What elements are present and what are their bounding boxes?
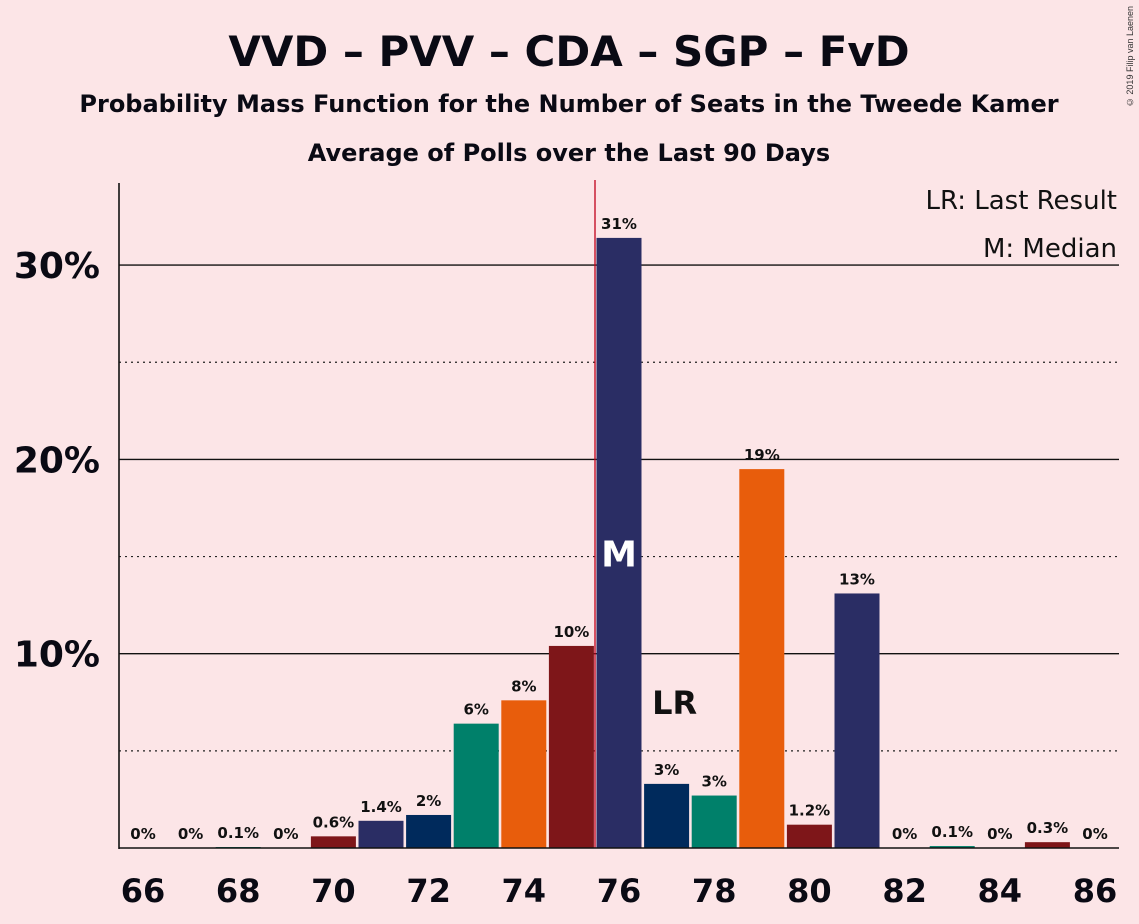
bar-value-label: 6%: [463, 701, 488, 719]
legend-entry: M: Median: [983, 234, 1117, 264]
y-tick-label: 30%: [14, 246, 100, 287]
x-tick-label: 76: [597, 872, 642, 910]
bar-value-label: 0%: [892, 825, 917, 843]
bar-seat-70: [310, 836, 356, 848]
x-tick-label: 78: [692, 872, 737, 910]
bar-seat-77: [644, 783, 690, 848]
bar-value-label: 0.1%: [931, 823, 973, 841]
x-tick-label: 74: [502, 872, 547, 910]
copyright-text: © 2019 Filip van Laenen: [1125, 6, 1135, 108]
bar-value-label: 3%: [654, 761, 679, 779]
bar-value-label: 8%: [511, 677, 536, 695]
bar-value-label: 13%: [839, 570, 875, 588]
x-tick-label: 72: [406, 872, 451, 910]
bar-value-label: 0.3%: [1027, 819, 1069, 837]
bar-seat-83: [929, 846, 975, 848]
bar-value-label: 0%: [987, 825, 1012, 843]
bar-value-label: 1.4%: [360, 798, 402, 816]
bar-seat-76: [596, 237, 642, 848]
bar-seat-72: [406, 814, 452, 848]
x-tick-label: 80: [787, 872, 832, 910]
y-tick-label: 20%: [14, 440, 100, 481]
bar-value-label: 0%: [178, 825, 203, 843]
x-tick-label: 86: [1073, 872, 1118, 910]
bar-seat-81: [834, 593, 880, 848]
legend: LR: Last Result M: Median: [925, 180, 1119, 268]
chart-title: VVD – PVV – CDA – SGP – FvD: [228, 27, 909, 76]
legend-entry: LR: Last Result: [925, 186, 1117, 216]
x-tick-label: 84: [978, 872, 1023, 910]
bar-value-label: 0%: [130, 825, 155, 843]
bar-value-label: 0.6%: [313, 813, 355, 831]
bar-seat-79: [739, 469, 785, 848]
bar-value-label: 31%: [601, 215, 637, 233]
y-tick-label: 10%: [14, 635, 100, 676]
median-marker: M: [601, 534, 637, 575]
bar-value-label: 0%: [1082, 825, 1107, 843]
bar-value-label: 10%: [553, 623, 589, 641]
bar-value-label: 19%: [744, 446, 780, 464]
x-tick-label: 68: [216, 872, 261, 910]
legend-bg: [980, 228, 1119, 268]
legend-bg: [935, 180, 1119, 220]
bar-value-label: 0.1%: [217, 824, 259, 842]
bars: 0% 0% 0.1% 0% 0.6% 1.4% 2% 6% 8% 10% 31% M 3% LR 3% 19%…: [130, 180, 1108, 848]
bar-seat-71: [358, 820, 404, 848]
last-result-marker: LR: [652, 684, 697, 722]
x-tick-label: 66: [121, 872, 166, 910]
bar-value-label: 1.2%: [789, 802, 831, 820]
bar-seat-78: [691, 795, 737, 848]
x-tick-label: 82: [882, 872, 927, 910]
bar-seat-85: [1024, 842, 1070, 848]
bar-seat-80: [786, 824, 832, 848]
bar-value-label: 0%: [273, 825, 298, 843]
axes: 10% 20% 30% 66 68 70 72 74 76 78 80 82 84 86: [14, 183, 1119, 910]
bar-seat-74: [501, 700, 547, 848]
bar-seat-73: [453, 723, 499, 848]
chart-subtitle-2: Average of Polls over the Last 90 Days: [308, 139, 830, 167]
bar-value-label: 3%: [701, 773, 726, 791]
chart-subtitle: Probability Mass Function for the Number…: [79, 90, 1058, 118]
bar-seat-75: [548, 645, 594, 848]
x-tick-label: 70: [311, 872, 356, 910]
bar-value-label: 2%: [416, 792, 441, 810]
